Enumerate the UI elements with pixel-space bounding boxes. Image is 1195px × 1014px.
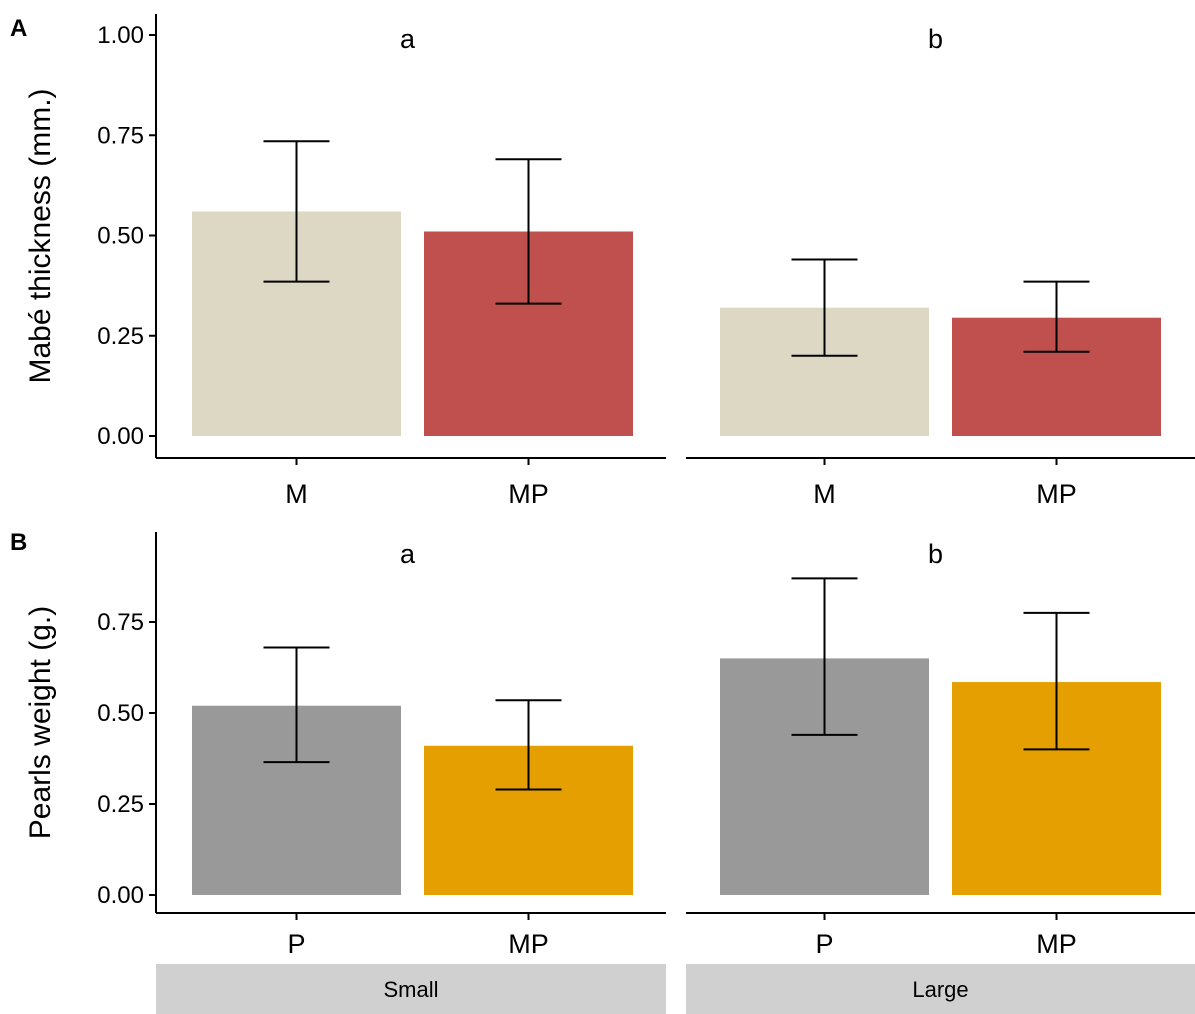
x-tick-label: MP [1036, 479, 1077, 509]
panel-letter: B [10, 529, 27, 556]
x-tick-label: M [285, 479, 308, 509]
error-bar [263, 140, 330, 283]
strip-label-large: Large [912, 977, 968, 1002]
y-axis-title: Pearls weight (g.) [24, 606, 57, 839]
y-tick-label: 0.25 [97, 323, 144, 350]
strip-label-small: Small [383, 977, 438, 1002]
x-tick-label: P [815, 929, 833, 959]
error-bar [1023, 611, 1090, 751]
y-axis-title: Mabé thickness (mm.) [24, 88, 57, 383]
panel-a: A Mabé thickness (mm.) 0.00 0.25 0.50 0.75 1.0… [10, 14, 1195, 509]
error-bar [495, 699, 562, 791]
error-bar [495, 158, 562, 305]
facet-strips: Small Large [156, 964, 1195, 1014]
significance-letter: b [928, 24, 943, 54]
error-bar [791, 258, 858, 357]
y-tick-label: 0.25 [97, 791, 144, 818]
facet-small: a P MP [156, 539, 666, 959]
facet-small: a M MP [156, 24, 666, 509]
y-tick-label: 0.75 [97, 609, 144, 636]
error-bar [263, 646, 330, 764]
panel-letter: A [10, 15, 27, 42]
y-tick-label: 1.00 [97, 22, 144, 49]
y-tick-label: 0.00 [97, 423, 144, 450]
y-tick-label: 0.00 [97, 882, 144, 909]
significance-letter: a [400, 539, 416, 569]
x-tick-label: MP [508, 479, 549, 509]
y-tick-label: 0.50 [97, 700, 144, 727]
y-tick-label: 0.50 [97, 223, 144, 250]
x-tick-label: M [813, 479, 836, 509]
significance-letter: b [928, 539, 943, 569]
significance-letter: a [400, 24, 416, 54]
strip-background [156, 964, 666, 1014]
error-bar [791, 577, 858, 736]
facet-large: b M MP [686, 24, 1195, 509]
x-tick-label: P [287, 929, 305, 959]
strip-background [686, 964, 1195, 1014]
x-tick-label: MP [508, 929, 549, 959]
facet-large: b P MP [686, 539, 1195, 959]
x-tick-label: MP [1036, 929, 1077, 959]
error-bar [1023, 280, 1090, 353]
y-tick-label: 0.75 [97, 122, 144, 149]
